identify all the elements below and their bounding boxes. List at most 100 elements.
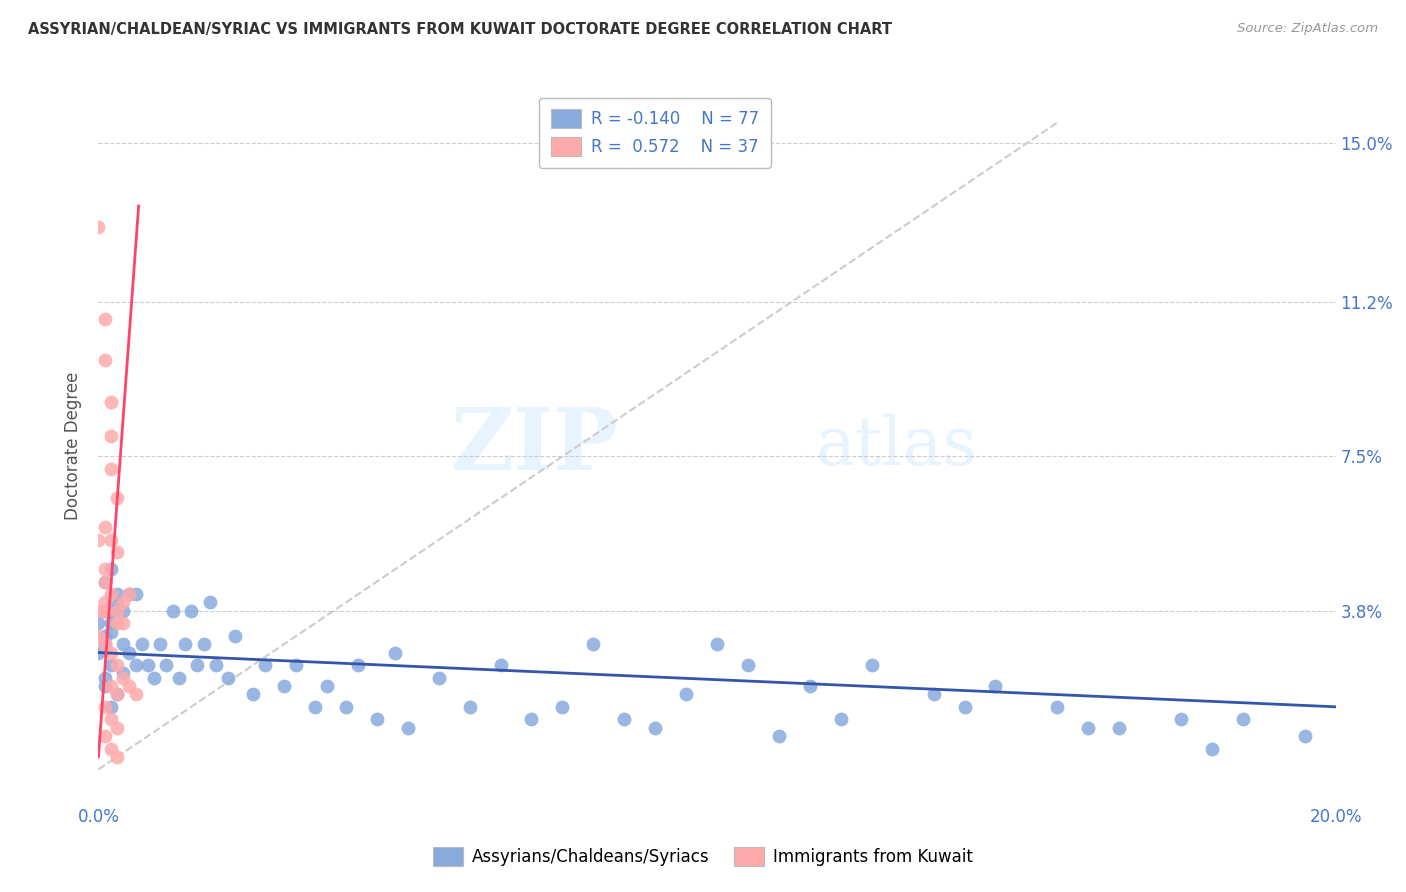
Point — [118, 679, 141, 693]
Point — [100, 562, 122, 576]
Point — [105, 616, 128, 631]
Point — [737, 658, 759, 673]
Point — [124, 587, 146, 601]
Point — [1232, 712, 1254, 726]
Text: atlas: atlas — [815, 413, 977, 479]
Point — [316, 679, 339, 693]
Point — [93, 311, 115, 326]
Point — [860, 658, 883, 673]
Point — [347, 658, 370, 673]
Point — [105, 687, 128, 701]
Point — [105, 750, 128, 764]
Point — [953, 699, 976, 714]
Point — [644, 721, 666, 735]
Point — [242, 687, 264, 701]
Point — [118, 646, 141, 660]
Point — [93, 595, 115, 609]
Point — [193, 637, 215, 651]
Point — [830, 712, 852, 726]
Point — [180, 604, 202, 618]
Point — [100, 428, 122, 442]
Point — [613, 712, 636, 726]
Point — [93, 671, 115, 685]
Point — [87, 629, 110, 643]
Point — [112, 637, 135, 651]
Point — [93, 562, 115, 576]
Point — [93, 353, 115, 368]
Point — [149, 637, 172, 651]
Point — [112, 604, 135, 618]
Point — [304, 699, 326, 714]
Point — [100, 712, 122, 726]
Point — [87, 616, 110, 631]
Point — [100, 658, 122, 673]
Point — [112, 616, 135, 631]
Point — [100, 679, 122, 693]
Point — [162, 604, 184, 618]
Point — [520, 712, 543, 726]
Point — [100, 624, 122, 639]
Point — [105, 595, 128, 609]
Point — [254, 658, 277, 673]
Text: ZIP: ZIP — [450, 404, 619, 488]
Point — [186, 658, 208, 673]
Point — [155, 658, 177, 673]
Point — [396, 721, 419, 735]
Legend: Assyrians/Chaldeans/Syriacs, Immigrants from Kuwait: Assyrians/Chaldeans/Syriacs, Immigrants … — [425, 838, 981, 875]
Point — [100, 462, 122, 476]
Point — [112, 595, 135, 609]
Point — [551, 699, 574, 714]
Point — [366, 712, 388, 726]
Point — [427, 671, 450, 685]
Point — [1170, 712, 1192, 726]
Point — [105, 604, 128, 618]
Y-axis label: Doctorate Degree: Doctorate Degree — [65, 372, 83, 520]
Point — [105, 658, 128, 673]
Point — [118, 587, 141, 601]
Point — [87, 604, 110, 618]
Point — [93, 729, 115, 743]
Point — [93, 699, 115, 714]
Point — [100, 395, 122, 409]
Point — [224, 629, 246, 643]
Point — [1108, 721, 1130, 735]
Point — [217, 671, 239, 685]
Point — [582, 637, 605, 651]
Point — [922, 687, 945, 701]
Point — [205, 658, 228, 673]
Point — [87, 533, 110, 547]
Point — [768, 729, 790, 743]
Point — [1294, 729, 1316, 743]
Point — [136, 658, 159, 673]
Point — [100, 533, 122, 547]
Point — [100, 699, 122, 714]
Point — [100, 587, 122, 601]
Point — [93, 574, 115, 589]
Point — [93, 637, 115, 651]
Point — [112, 671, 135, 685]
Point — [285, 658, 308, 673]
Point — [105, 587, 128, 601]
Point — [458, 699, 481, 714]
Point — [335, 699, 357, 714]
Point — [93, 629, 115, 643]
Point — [93, 604, 115, 618]
Point — [1046, 699, 1069, 714]
Point — [87, 646, 110, 660]
Point — [93, 520, 115, 534]
Point — [124, 687, 146, 701]
Point — [93, 637, 115, 651]
Point — [1077, 721, 1099, 735]
Text: ASSYRIAN/CHALDEAN/SYRIAC VS IMMIGRANTS FROM KUWAIT DOCTORATE DEGREE CORRELATION : ASSYRIAN/CHALDEAN/SYRIAC VS IMMIGRANTS F… — [28, 22, 893, 37]
Point — [174, 637, 197, 651]
Point — [143, 671, 166, 685]
Point — [489, 658, 512, 673]
Point — [100, 646, 122, 660]
Point — [93, 574, 115, 589]
Point — [198, 595, 221, 609]
Point — [87, 219, 110, 234]
Point — [100, 604, 122, 618]
Point — [273, 679, 295, 693]
Point — [384, 646, 406, 660]
Legend: R = -0.140    N = 77, R =  0.572    N = 37: R = -0.140 N = 77, R = 0.572 N = 37 — [538, 97, 770, 168]
